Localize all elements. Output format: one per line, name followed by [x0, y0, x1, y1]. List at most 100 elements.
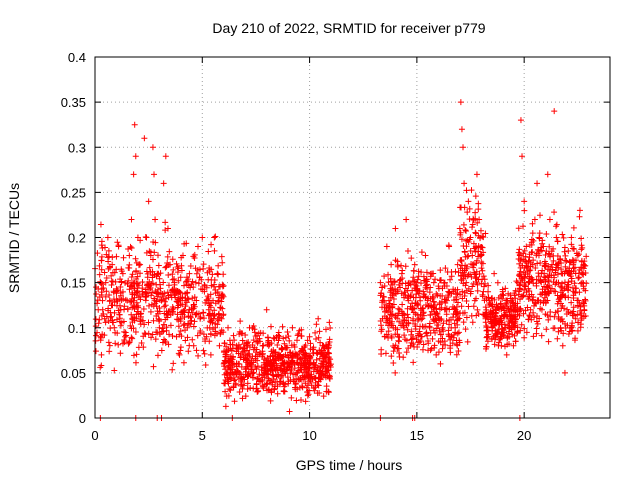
data-point: [568, 275, 575, 282]
data-point: [418, 333, 425, 340]
data-point: [102, 319, 109, 326]
data-point: [574, 303, 581, 310]
data-point: [381, 273, 388, 280]
data-point: [566, 258, 573, 265]
data-point: [166, 331, 173, 338]
data-point: [565, 281, 572, 288]
data-point: [293, 369, 300, 376]
data-point: [390, 295, 397, 302]
data-point: [103, 288, 110, 295]
data-point: [157, 330, 164, 337]
data-point: [159, 325, 166, 332]
data-point: [412, 299, 419, 306]
data-point: [551, 108, 558, 115]
data-point: [424, 332, 431, 339]
data-point: [205, 248, 212, 255]
data-point: [559, 302, 566, 309]
data-point: [460, 243, 467, 250]
data-point: [255, 387, 262, 394]
data-point: [472, 215, 479, 222]
data-point: [103, 275, 110, 282]
data-point: [217, 283, 224, 290]
data-point: [226, 337, 233, 344]
data-point: [162, 264, 169, 271]
data-point: [244, 386, 251, 393]
data-point: [533, 330, 540, 337]
data-point: [530, 309, 537, 316]
data-point: [396, 306, 403, 313]
data-point: [233, 342, 240, 349]
data-point: [177, 327, 184, 334]
data-point: [464, 209, 471, 216]
data-point: [306, 361, 313, 368]
data-point: [232, 369, 239, 376]
data-point: [267, 323, 274, 330]
data-point: [488, 324, 495, 331]
data-point: [112, 329, 119, 336]
data-point: [125, 245, 132, 252]
data-point: [145, 198, 152, 205]
data-point: [546, 216, 553, 223]
data-point: [557, 283, 564, 290]
data-point: [538, 270, 545, 277]
data-point: [167, 261, 174, 268]
data-point: [442, 306, 449, 313]
data-point: [458, 126, 465, 133]
data-point: [527, 267, 534, 274]
data-point: [102, 279, 109, 286]
data-point: [222, 376, 229, 383]
data-point: [315, 334, 322, 341]
data-point: [434, 292, 441, 299]
data-point: [186, 321, 193, 328]
data-point: [191, 303, 198, 310]
data-point: [181, 309, 188, 316]
data-point: [574, 311, 581, 318]
data-point: [128, 216, 135, 223]
data-point: [442, 265, 449, 272]
data-point: [151, 271, 158, 278]
data-point: [397, 322, 404, 329]
data-point: [520, 310, 527, 317]
data-point: [473, 268, 480, 275]
data-point: [499, 304, 506, 311]
data-point: [427, 330, 434, 337]
data-point: [516, 308, 523, 315]
data-point: [124, 305, 131, 312]
data-point: [236, 388, 243, 395]
data-point: [155, 262, 162, 269]
data-point: [206, 324, 213, 331]
data-point: [250, 337, 257, 344]
data-point: [437, 267, 444, 274]
data-point: [175, 277, 182, 284]
data-point: [439, 292, 446, 299]
data-point: [472, 193, 479, 200]
data-point: [379, 299, 386, 306]
data-point: [216, 292, 223, 299]
data-point: [125, 277, 132, 284]
data-point: [422, 302, 429, 309]
data-point: [240, 348, 247, 355]
data-point: [158, 297, 165, 304]
data-point: [263, 371, 270, 378]
data-point: [110, 296, 117, 303]
data-point: [112, 340, 119, 347]
data-point: [552, 267, 559, 274]
data-point: [272, 357, 279, 364]
data-point: [264, 380, 271, 387]
data-point: [249, 353, 256, 360]
data-point: [477, 244, 484, 251]
data-point: [457, 229, 464, 236]
data-point: [481, 276, 488, 283]
data-point: [500, 292, 507, 299]
data-point: [253, 349, 260, 356]
data-point: [207, 330, 214, 337]
data-point: [174, 304, 181, 311]
data-point: [314, 390, 321, 397]
data-point: [521, 198, 528, 205]
data-point: [113, 316, 120, 323]
data-point: [317, 367, 324, 374]
data-point: [482, 315, 489, 322]
data-point: [549, 266, 556, 273]
data-point: [517, 305, 524, 312]
data-point: [116, 302, 123, 309]
